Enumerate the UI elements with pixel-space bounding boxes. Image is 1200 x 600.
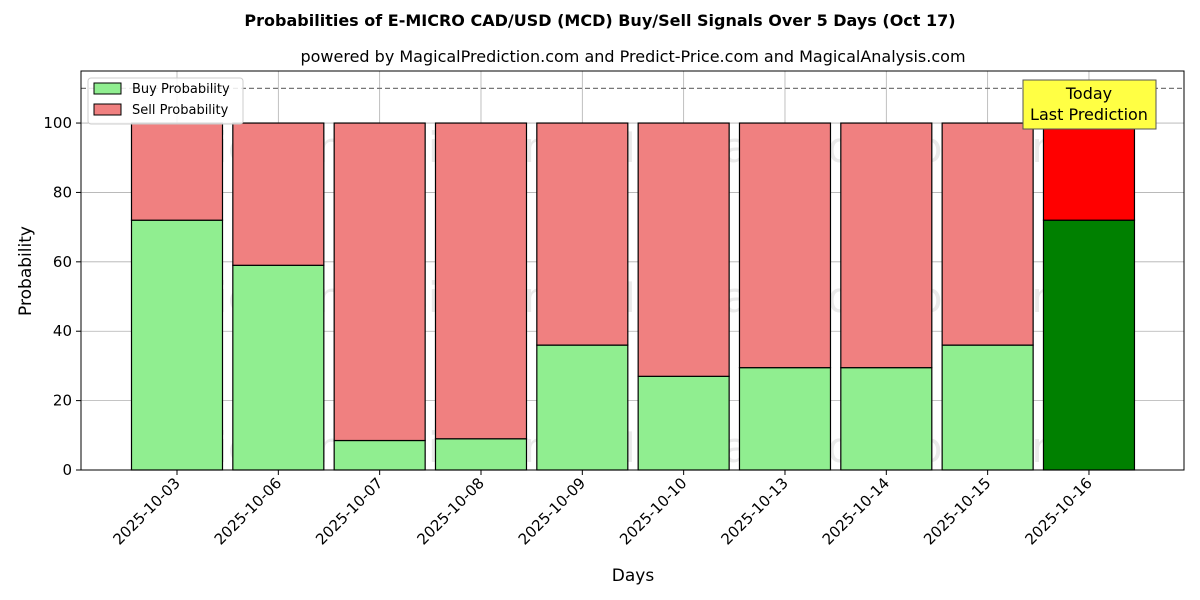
legend-label-sell: Sell Probability (132, 103, 229, 118)
bar-sell-2025-10-15 (941, 122, 1034, 346)
bar-sell-2025-10-08 (434, 122, 528, 440)
bar-buy-2025-10-06 (232, 264, 325, 471)
bar-sell-2025-10-10 (637, 122, 730, 377)
bar-buy-2025-10-14 (840, 367, 933, 471)
x-tick-label: 2025-10-06 (211, 474, 285, 548)
y-tick-label: 60 (53, 253, 72, 271)
x-tick-label: 2025-10-09 (515, 474, 589, 548)
x-axis-label: Days (612, 566, 655, 586)
bar-buy-2025-10-03 (130, 219, 224, 471)
bar-buy-2025-10-16 (1042, 219, 1136, 471)
bar-buy-2025-10-10 (637, 375, 730, 471)
plot-frame (80, 70, 1185, 471)
x-tick-label: 2025-10-07 (312, 474, 386, 548)
bar-sell-2025-10-16 (1042, 122, 1136, 221)
bar-sell-2025-10-03 (130, 122, 224, 221)
bar-sell-2025-10-07 (333, 122, 426, 442)
x-axis: 2025-10-03 2025-10-06 2025-10-07 2025-10-08… (109, 470, 1096, 548)
x-tick-label: 2025-10-08 (413, 474, 487, 548)
bar-sell-2025-10-14 (840, 122, 933, 369)
x-tick-label: 2025-10-13 (717, 474, 791, 548)
bar-buy-2025-10-09 (536, 344, 629, 471)
bar-sell-2025-10-09 (536, 122, 629, 346)
y-tick-label: 0 (62, 461, 72, 479)
today-annotation: Today Last Prediction (1022, 79, 1157, 130)
bar-buy-2025-10-15 (941, 344, 1034, 471)
chart-title: Probabilities of E-MICRO CAD/USD (MCD) B… (244, 11, 955, 30)
bar-buy-2025-10-08 (434, 438, 528, 471)
x-tick-label: 2025-10-14 (819, 474, 893, 548)
bars (130, 122, 1136, 471)
bar-buy-2025-10-13 (738, 367, 832, 471)
y-tick-label: 20 (53, 392, 72, 410)
legend-label-buy: Buy Probability (132, 82, 230, 97)
y-axis-label: Probability (16, 226, 36, 316)
y-tick-label: 40 (53, 322, 72, 340)
x-tick-label: 2025-10-10 (616, 474, 690, 548)
legend-swatch-buy (93, 82, 122, 95)
x-tick-label: 2025-10-16 (1021, 474, 1095, 548)
annotation-line: Last Prediction (1030, 105, 1148, 124)
x-tick-label: 2025-10-15 (920, 474, 994, 548)
y-tick-label: 80 (53, 183, 72, 201)
legend-box (87, 77, 244, 125)
annotation-line: Today (1065, 84, 1112, 103)
chart-subtitle: powered by MagicalPrediction.com and Pre… (300, 47, 965, 66)
legend: Buy Probability Sell Probability (87, 77, 244, 125)
bar-sell-2025-10-06 (232, 122, 325, 266)
bar-sell-2025-10-13 (738, 122, 832, 369)
legend-swatch-sell (93, 103, 122, 116)
x-tick-label: 2025-10-03 (109, 474, 183, 548)
y-axis: 0 20 40 60 80 100 (43, 114, 81, 479)
bar-buy-2025-10-07 (333, 439, 426, 471)
annotation-box (1022, 79, 1157, 130)
y-tick-label: 100 (43, 114, 72, 132)
